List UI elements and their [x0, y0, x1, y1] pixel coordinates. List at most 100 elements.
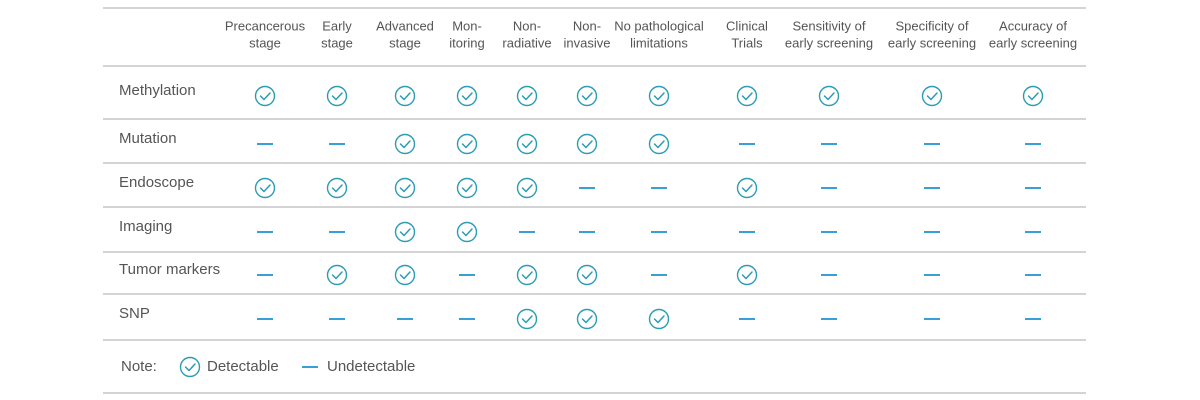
check-icon: [394, 177, 416, 199]
check-circle: [818, 85, 840, 107]
check-circle: [736, 85, 758, 107]
column-header: stage: [389, 35, 421, 50]
check-mark: [741, 184, 753, 193]
check-mark: [581, 140, 593, 149]
check-icon: [736, 264, 758, 286]
check-mark: [259, 92, 271, 101]
check-circle: [456, 221, 478, 243]
check-mark: [461, 228, 473, 237]
check-icon: [456, 133, 478, 155]
check-circle: [326, 264, 348, 286]
legend-undetectable: Undetectable: [327, 358, 415, 375]
column-header: Sensitivity of: [793, 18, 866, 33]
check-circle: [179, 356, 201, 378]
check-mark: [926, 92, 938, 101]
check-icon: [736, 85, 758, 107]
check-mark: [331, 92, 343, 101]
check-icon: [648, 133, 670, 155]
check-icon: [648, 85, 670, 107]
check-mark: [184, 363, 196, 372]
check-circle: [456, 177, 478, 199]
legend-detectable: Detectable: [207, 358, 279, 375]
check-circle: [456, 133, 478, 155]
check-icon: [576, 264, 598, 286]
check-icon: [394, 133, 416, 155]
check-icon: [736, 177, 758, 199]
check-icon: [516, 133, 538, 155]
check-circle: [394, 85, 416, 107]
check-mark: [1027, 92, 1039, 101]
check-mark: [461, 140, 473, 149]
check-circle: [736, 264, 758, 286]
check-mark: [823, 92, 835, 101]
row-label: Tumor markers: [119, 261, 220, 278]
check-mark: [581, 271, 593, 280]
check-circle: [394, 264, 416, 286]
check-icon: [456, 85, 478, 107]
column-header: Trials: [731, 35, 763, 50]
check-mark: [653, 315, 665, 324]
check-icon: [576, 85, 598, 107]
check-circle: [576, 133, 598, 155]
check-circle: [254, 85, 276, 107]
check-icon: [818, 85, 840, 107]
check-mark: [521, 92, 533, 101]
check-mark: [399, 184, 411, 193]
check-circle: [516, 177, 538, 199]
check-circle: [456, 85, 478, 107]
check-circle: [921, 85, 943, 107]
check-icon: [456, 177, 478, 199]
check-mark: [461, 92, 473, 101]
check-circle: [576, 85, 598, 107]
check-circle: [516, 133, 538, 155]
check-circle: [648, 133, 670, 155]
check-icon: [326, 177, 348, 199]
check-icon: [254, 85, 276, 107]
column-header: Non-: [573, 18, 601, 33]
check-mark: [521, 271, 533, 280]
column-header: Accuracy of: [999, 18, 1067, 33]
row-label: Imaging: [119, 218, 172, 235]
check-mark: [521, 184, 533, 193]
check-icon: [1022, 85, 1044, 107]
column-header: Early: [322, 18, 352, 33]
check-circle: [516, 308, 538, 330]
row-label: Endoscope: [119, 174, 194, 191]
check-circle: [254, 177, 276, 199]
check-circle: [326, 177, 348, 199]
column-header: Specificity of: [896, 18, 969, 33]
check-icon: [394, 85, 416, 107]
check-icon: [394, 221, 416, 243]
check-circle: [736, 177, 758, 199]
check-icon: [516, 308, 538, 330]
row-label: Methylation: [119, 82, 196, 99]
check-circle: [394, 133, 416, 155]
check-mark: [741, 271, 753, 280]
check-mark: [399, 140, 411, 149]
check-mark: [653, 140, 665, 149]
check-circle: [326, 85, 348, 107]
check-mark: [741, 92, 753, 101]
check-mark: [331, 184, 343, 193]
column-header: Mon-: [452, 18, 482, 33]
check-icon: [576, 308, 598, 330]
note-label: Note:: [121, 358, 157, 375]
column-header: stage: [321, 35, 353, 50]
column-header: invasive: [564, 35, 611, 50]
column-header: radiative: [502, 35, 551, 50]
check-mark: [581, 315, 593, 324]
check-icon: [326, 85, 348, 107]
check-circle: [1022, 85, 1044, 107]
check-mark: [521, 315, 533, 324]
check-circle: [516, 264, 538, 286]
check-mark: [399, 228, 411, 237]
check-mark: [259, 184, 271, 193]
check-icon: [394, 264, 416, 286]
check-circle: [394, 177, 416, 199]
column-header: early screening: [989, 35, 1077, 50]
check-circle: [576, 308, 598, 330]
check-icon: [648, 308, 670, 330]
check-mark: [581, 92, 593, 101]
